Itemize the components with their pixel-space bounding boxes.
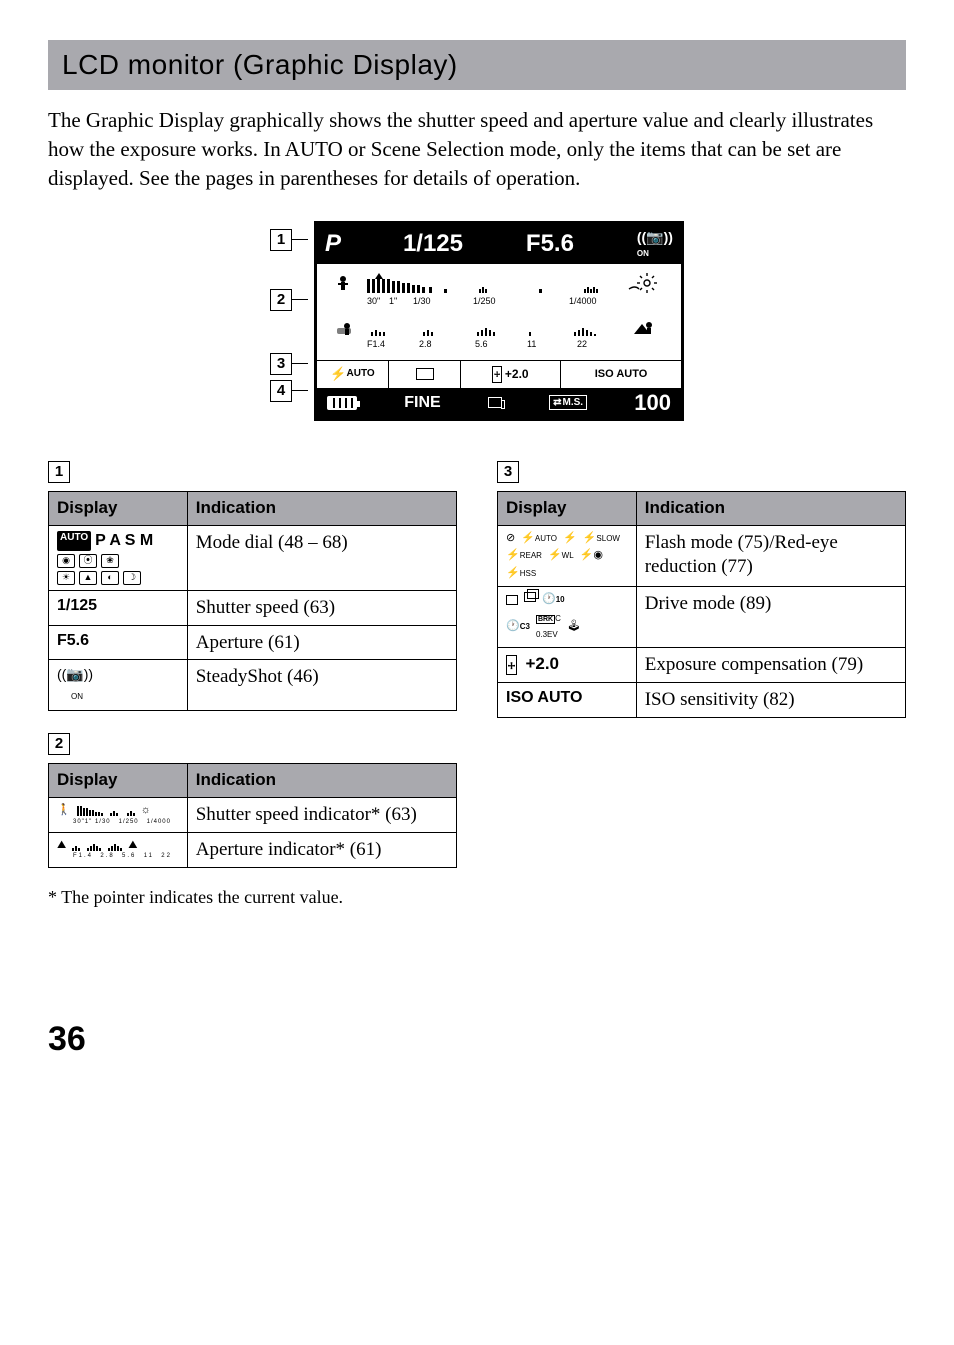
lcd-bottom-bar: FINE ⇄M.S. 100 [317,388,681,418]
section-header: LCD monitor (Graphic Display) [48,40,906,90]
svg-text:5.6: 5.6 [475,339,488,349]
flash-mode-icons: ⊘ ⚡AUTO ⚡ ⚡SLOW [506,531,628,546]
table-2: Display Indication 🚶 ☼ [48,763,457,867]
flash-mode-label: AUTO [347,367,375,381]
table-row: 🚶 ☼ 30"1" 1/30 1/250 1/4000 Shutter spee… [49,798,457,833]
indication-cell: Flash mode (75)/Red-eye reduction (77) [636,525,905,586]
col-header-indication: Indication [187,764,456,798]
lcd-settings-row: ⚡ AUTO ⧾ +2.0 ISO AUTO [317,360,681,388]
table-row: ((📷)) ON SteadyShot (46) [49,660,457,711]
flash-mode-cell: ⚡ AUTO [317,361,389,388]
indication-cell: Shutter speed (63) [187,590,456,625]
group-label-3: 3 [497,461,519,483]
shutter-value: 1/125 [403,228,463,260]
svg-text:F1.4: F1.4 [367,339,385,349]
svg-text:2.8: 2.8 [419,339,432,349]
intro-paragraph: The Graphic Display graphically shows th… [48,106,906,193]
steadyshot-icon: ((📷)) [57,666,93,682]
footnote: * The pointer indicates the current valu… [48,886,457,909]
lcd-figure: 1 2 3 4 P 1/125 F5.6 ((� [48,221,906,421]
table-row: ⧾ +2.0 Exposure compensation (79) [498,648,906,683]
col-header-indication: Indication [187,491,456,525]
page-number: 36 [48,1017,906,1063]
ev-icon: ⧾ [492,366,502,383]
macro-icon: ❀ [101,554,119,568]
table-row: ISO AUTO ISO sensitivity (82) [498,682,906,717]
landscape-icon: ▲ [79,571,97,585]
table-row: F5.6 Aperture (61) [49,625,457,660]
indication-cell: Exposure compensation (79) [636,648,905,683]
iso-label: ISO AUTO [595,367,648,382]
callout-3: 3 [270,353,292,375]
quality-label: FINE [404,392,440,414]
col-header-display: Display [498,491,637,525]
svg-text:11: 11 [527,339,536,349]
ev-comp-icon: ⧾ [506,655,517,675]
table-row: AUTO P A S M ◉ ⦿ ❀ ☀ ▲ ◐ ☽ Mode [49,525,457,590]
indication-cell: Aperture indicator* (61) [187,833,456,868]
col-header-display: Display [49,491,188,525]
orientation-icon [488,397,502,408]
night-icon: ☽ [123,571,141,585]
drive-mode-icons: 🕐10 [506,592,628,607]
shutter-scale-mini: 🚶 ☼ [57,803,179,818]
lcd-screen: P 1/125 F5.6 ((📷))ON [314,221,684,421]
sunset-icon: ☀ [57,571,75,585]
portrait-icon: ◉ [57,554,75,568]
aperture-value: F5.6 [526,228,574,260]
col-header-indication: Indication [636,491,905,525]
indication-cell: Drive mode (89) [636,586,905,647]
lcd-status-bar: P 1/125 F5.6 ((📷))ON [317,224,681,264]
svg-text:1/30: 1/30 [413,296,431,306]
svg-text:1/4000: 1/4000 [569,296,597,306]
svg-text:1/250: 1/250 [473,296,496,306]
night-portrait-icon: ◐ [101,571,119,585]
table-3: Display Indication ⊘ ⚡AUTO ⚡ ⚡SLOW ⚡REAR… [497,491,906,718]
group-label-2: 2 [48,733,70,755]
lcd-scales: 30" 1" 1/30 1/250 1/4000 [317,264,681,360]
memorystick-icon: ⇄M.S. [549,395,587,411]
battery-icon [327,396,357,410]
group-label-1: 1 [48,461,70,483]
indication-cell: Aperture (61) [187,625,456,660]
indication-cell: ISO sensitivity (82) [636,682,905,717]
callout-1: 1 [270,229,292,251]
indication-cell: SteadyShot (46) [187,660,456,711]
sports-icon: ⦿ [79,554,97,568]
aperture-scale-graphic: F1.4 2.8 5.6 11 22 [327,314,671,352]
table-row: ⊘ ⚡AUTO ⚡ ⚡SLOW ⚡REAR ⚡WL ⚡◉ ⚡HSS Flash … [498,525,906,586]
display-cell: 1/125 [49,590,188,625]
steadyshot-icon: ((📷))ON [637,230,673,258]
table-row: 🕐10 🕐C3 BRKC0.3EV 🕹 Drive mode (89) [498,586,906,647]
col-header-display: Display [49,764,188,798]
callout-2: 2 [270,289,292,311]
svg-text:22: 22 [577,339,587,349]
mode-dial-icons: AUTO P A S M [57,531,179,551]
shutter-scale-graphic: 30" 1" 1/30 1/250 1/4000 [327,271,671,309]
aperture-scale-mini: ⛰ ⛰ [57,838,179,853]
callout-4: 4 [270,380,292,402]
mode-indicator: P [325,228,340,260]
indication-cell: Mode dial (48 – 68) [187,525,456,590]
ss-label-0: 30" [367,296,380,306]
table-row: 1/125 Shutter speed (63) [49,590,457,625]
remaining-count: 100 [634,388,671,418]
ev-value: +2.0 [505,366,529,382]
display-cell: ISO AUTO [498,682,637,717]
iso-cell: ISO AUTO [561,361,681,388]
ev-comp-cell: ⧾ +2.0 [461,361,561,388]
single-frame-icon [416,368,434,380]
svg-text:1": 1" [389,296,397,306]
ev-comp-value: +2.0 [525,654,559,673]
table-1: Display Indication AUTO P A S M ◉ ⦿ ❀ ☀ [48,491,457,711]
table-row: ⛰ ⛰ F1.4 2.8 5.6 11 22 Aperture indicato… [49,833,457,868]
drive-mode-cell [389,361,461,388]
display-cell: F5.6 [49,625,188,660]
indication-cell: Shutter speed indicator* (63) [187,798,456,833]
flash-icon: ⚡ [330,365,346,383]
